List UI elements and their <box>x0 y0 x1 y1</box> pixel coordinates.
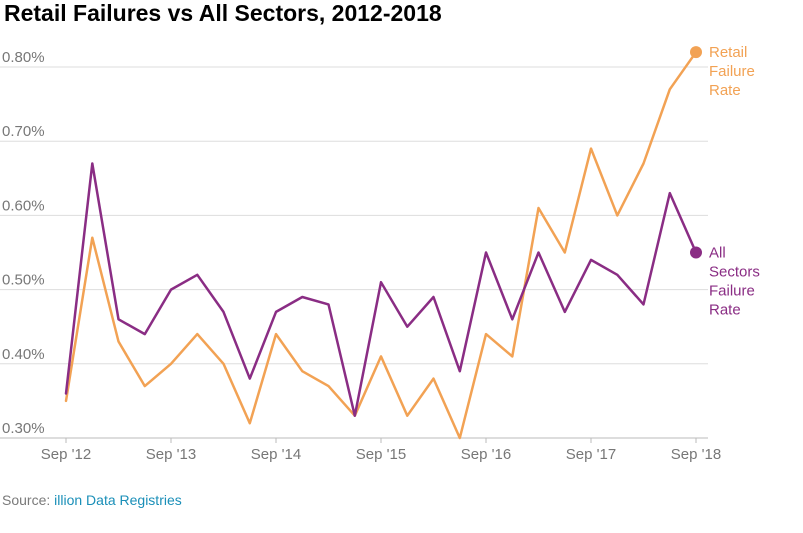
series-labels: Retail Failure Rate All Sectors Failure Rate <box>709 44 760 318</box>
x-tick-label: Sep '15 <box>356 446 406 463</box>
series-end-marker <box>690 246 702 259</box>
y-tick-label: 0.60% <box>2 197 45 214</box>
series-label: All <box>709 245 726 262</box>
y-tick-label: 0.70% <box>2 123 45 140</box>
x-tick-label: Sep '17 <box>566 446 616 463</box>
series-label: Failure <box>709 283 755 300</box>
y-tick-label: 0.30% <box>2 420 45 437</box>
series-layer <box>64 46 702 440</box>
x-tick-label: Sep '14 <box>251 446 301 463</box>
source-link[interactable]: illion Data Registries <box>54 492 182 508</box>
series-label: Failure <box>709 63 755 80</box>
series-label: Retail <box>709 44 747 61</box>
y-tick-label: 0.40% <box>2 346 45 363</box>
x-axis-ticks: Sep '12 Sep '13 Sep '14 Sep '15 Sep '16 Sep '… <box>41 438 721 463</box>
series-label: Rate <box>709 82 741 99</box>
series-line <box>64 162 698 417</box>
x-tick-label: Sep '12 <box>41 446 91 463</box>
y-axis-ticks: 0.30% 0.40% 0.50% 0.60% 0.70% 0.80% <box>2 49 45 437</box>
series-label: Rate <box>709 302 741 319</box>
source-prefix: Source: <box>2 492 55 508</box>
grid-layer <box>0 66 708 439</box>
x-tick-label: Sep '16 <box>461 446 511 463</box>
series-line <box>64 50 698 440</box>
y-tick-label: 0.50% <box>2 272 45 289</box>
series-end-marker <box>690 46 702 59</box>
series-label: Sectors <box>709 264 760 281</box>
y-tick-label: 0.80% <box>2 49 45 66</box>
chart-title: Retail Failures vs All Sectors, 2012-201… <box>4 0 442 26</box>
x-tick-label: Sep '18 <box>671 446 721 463</box>
source-note: Source: illion Data Registries <box>2 492 182 508</box>
x-tick-label: Sep '13 <box>146 446 196 463</box>
